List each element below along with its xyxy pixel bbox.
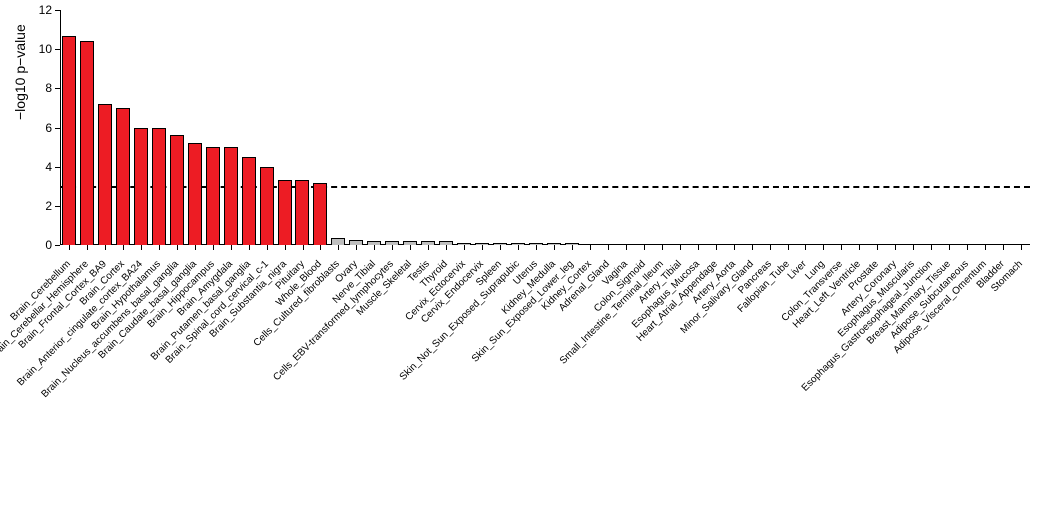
y-tick: [55, 10, 60, 11]
bar: [206, 147, 220, 245]
x-tick: [213, 245, 214, 250]
y-axis-title: −log10 p−value: [12, 24, 28, 120]
x-label-area: Brain_CerebellumBrain_Cerebellar_Hemisph…: [60, 252, 1030, 522]
x-tick: [913, 245, 914, 250]
x-tick: [1003, 245, 1004, 250]
x-tick: [303, 245, 304, 250]
x-tick: [895, 245, 896, 250]
x-tick: [949, 245, 950, 250]
bar: [295, 180, 309, 245]
x-tick: [877, 245, 878, 250]
x-tick: [446, 245, 447, 250]
x-tick: [626, 245, 627, 250]
x-tick: [338, 245, 339, 250]
y-tick: [55, 206, 60, 207]
x-tick: [105, 245, 106, 250]
bar: [331, 238, 345, 245]
bar: [278, 180, 292, 245]
x-tick: [482, 245, 483, 250]
y-tick: [55, 167, 60, 168]
y-tick-label: 4: [45, 160, 52, 174]
bar: [98, 104, 112, 245]
x-tick: [195, 245, 196, 250]
y-tick-label: 12: [39, 3, 52, 17]
x-tick: [1021, 245, 1022, 250]
y-tick: [55, 128, 60, 129]
y-axis-line: [60, 10, 61, 245]
x-tick: [841, 245, 842, 250]
x-tick: [177, 245, 178, 250]
x-tick: [805, 245, 806, 250]
x-tick: [554, 245, 555, 250]
x-tick: [608, 245, 609, 250]
x-tick: [788, 245, 789, 250]
x-tick: [644, 245, 645, 250]
x-tick: [716, 245, 717, 250]
x-tick: [87, 245, 88, 250]
bar: [62, 36, 76, 245]
x-tick: [123, 245, 124, 250]
y-tick-label: 10: [39, 42, 52, 56]
bar: [170, 135, 184, 245]
x-tick: [590, 245, 591, 250]
y-tick: [55, 49, 60, 50]
bar: [188, 143, 202, 245]
x-tick: [392, 245, 393, 250]
x-tick: [823, 245, 824, 250]
x-tick: [698, 245, 699, 250]
bar: [260, 167, 274, 245]
y-tick: [55, 88, 60, 89]
bar: [152, 128, 166, 246]
x-tick: [249, 245, 250, 250]
y-tick-label: 0: [45, 238, 52, 252]
bar: [80, 41, 94, 245]
x-tick: [356, 245, 357, 250]
plot-area: 024681012: [60, 10, 1030, 245]
bar: [242, 157, 256, 245]
x-tick: [267, 245, 268, 250]
x-tick: [680, 245, 681, 250]
bar: [116, 108, 130, 245]
chart-container: −log10 p−value 024681012 Brain_Cerebellu…: [0, 0, 1050, 520]
bar: [134, 128, 148, 246]
x-tick: [374, 245, 375, 250]
y-tick-label: 2: [45, 199, 52, 213]
x-tick: [734, 245, 735, 250]
x-tick: [320, 245, 321, 250]
y-tick-label: 8: [45, 81, 52, 95]
bar: [313, 183, 327, 245]
x-tick: [770, 245, 771, 250]
x-tick: [931, 245, 932, 250]
bar: [224, 147, 238, 245]
x-tick: [231, 245, 232, 250]
x-tick: [159, 245, 160, 250]
x-tick: [500, 245, 501, 250]
x-tick: [69, 245, 70, 250]
x-tick: [464, 245, 465, 250]
x-tick: [859, 245, 860, 250]
x-tick: [967, 245, 968, 250]
x-tick: [410, 245, 411, 250]
x-tick: [285, 245, 286, 250]
x-tick: [985, 245, 986, 250]
y-tick-label: 6: [45, 121, 52, 135]
x-tick: [662, 245, 663, 250]
x-tick: [572, 245, 573, 250]
x-tick: [536, 245, 537, 250]
x-tick: [428, 245, 429, 250]
x-tick: [141, 245, 142, 250]
x-tick: [752, 245, 753, 250]
x-tick-area: [60, 245, 1030, 250]
x-tick: [518, 245, 519, 250]
